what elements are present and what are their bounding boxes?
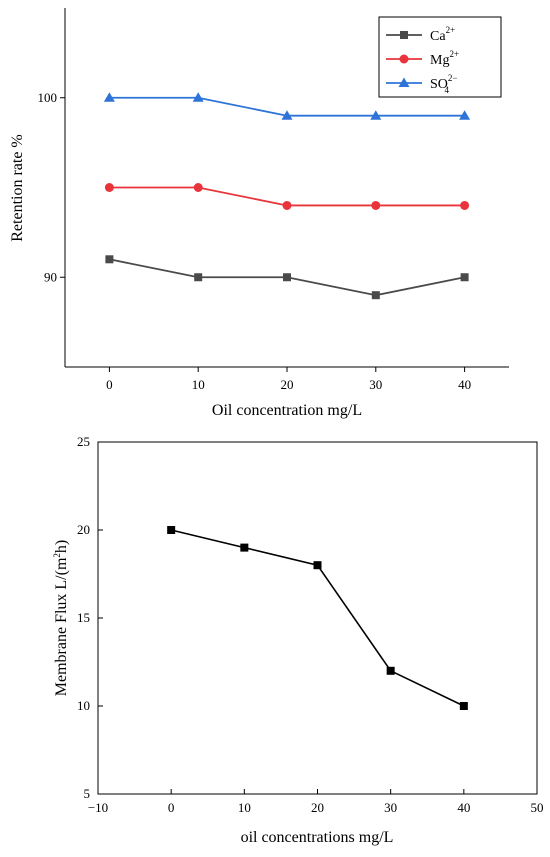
legend-marker (398, 77, 410, 87)
chart1-series (103, 92, 471, 300)
data-point (370, 110, 382, 120)
x-tick-label: 30 (369, 377, 382, 392)
data-point (282, 200, 292, 210)
y-tick-label: 90 (44, 269, 57, 284)
y-tick-label: 5 (84, 786, 91, 801)
legend-marker (400, 31, 408, 39)
x-tick-label: 20 (311, 800, 324, 815)
chart2-x-axis-label: oil concentrations mg/L (241, 829, 394, 846)
x-tick-label: 20 (281, 377, 294, 392)
chart1-legend: Ca2+ Mg2+ SO2− 4 (378, 16, 502, 98)
data-point (192, 92, 204, 102)
data-point (193, 183, 203, 192)
x-tick-label: 40 (458, 377, 471, 392)
data-point (167, 526, 176, 534)
data-point (103, 92, 115, 102)
retention-rate-chart: 0 10 20 30 40 90 100 Ca2+ Mg2+ SO2− 4 Oil concent… (9, 8, 509, 419)
legend-label: Mg2+ (430, 49, 459, 68)
y-tick-label: 15 (77, 610, 90, 625)
chart2-ticks: −10 0 10 20 30 40 50 5 10 15 20 25 (77, 434, 544, 815)
x-tick-label: 10 (238, 800, 251, 815)
y-tick-label: 25 (77, 434, 90, 449)
data-point (459, 110, 471, 120)
chart1-y-axis-label: Retention rate % (9, 134, 26, 242)
chart2-axes (97, 441, 538, 795)
chart1-ticks: 0 10 20 30 40 90 100 (38, 90, 472, 392)
data-point (386, 666, 395, 675)
data-point (313, 561, 322, 570)
legend-label: Ca2+ (430, 25, 455, 44)
y-tick-label: 10 (77, 698, 90, 713)
data-point (283, 273, 291, 282)
legend-marker (399, 54, 409, 64)
data-point (371, 291, 380, 300)
membrane-flux-chart: −10 0 10 20 30 40 50 5 10 15 20 25 oil concentratio… (52, 434, 544, 846)
x-tick-label: 50 (531, 800, 544, 815)
series-line (170, 529, 465, 707)
data-point (460, 273, 469, 282)
data-point (281, 110, 293, 120)
plot-frame (97, 441, 538, 795)
x-tick-label: 10 (192, 377, 205, 392)
x-tick-label: −10 (88, 800, 108, 815)
data-point (194, 273, 203, 282)
data-point (105, 255, 114, 264)
data-point (240, 543, 249, 552)
y-tick-label: 20 (77, 522, 90, 537)
data-point (371, 200, 381, 210)
y-tick-label: 100 (38, 90, 58, 105)
data-point (460, 200, 470, 210)
x-tick-label: 30 (384, 800, 397, 815)
chart2-y-axis-label: Membrane Flux L/(m2h) (52, 540, 70, 696)
legend-label: SO2− 4 (430, 73, 457, 95)
x-tick-label: 0 (106, 377, 113, 392)
x-tick-label: 40 (457, 800, 470, 815)
data-point (459, 702, 468, 710)
chart1-x-axis-label: Oil concentration mg/L (212, 402, 362, 419)
x-tick-label: 0 (168, 800, 175, 815)
chart2-series (167, 526, 468, 710)
data-point (104, 183, 114, 192)
